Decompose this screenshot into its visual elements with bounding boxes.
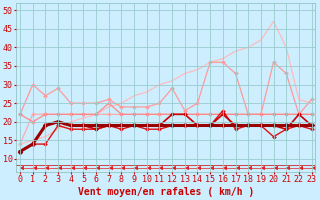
X-axis label: Vent moyen/en rafales ( km/h ): Vent moyen/en rafales ( km/h ) xyxy=(78,187,254,197)
